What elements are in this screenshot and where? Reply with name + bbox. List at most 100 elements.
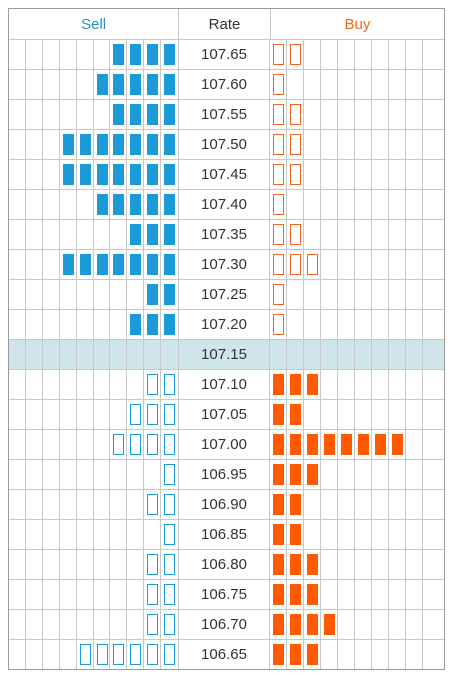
sell-cell (60, 430, 77, 459)
sell-cell (26, 640, 43, 669)
sell-volume-cells[interactable] (9, 129, 179, 159)
rate-row[interactable]: 106.65 (8, 639, 445, 670)
buy-volume-cells[interactable] (270, 459, 444, 489)
sell-volume-cells[interactable] (9, 159, 179, 189)
rate-row[interactable]: 106.75 (8, 579, 445, 609)
rate-row[interactable]: 106.70 (8, 609, 445, 639)
rate-row[interactable]: 107.60 (8, 69, 445, 99)
buy-cell (287, 520, 304, 549)
buy-volume-cells[interactable] (270, 69, 444, 99)
rate-row[interactable]: 107.20 (8, 309, 445, 339)
buy-volume-cells[interactable] (270, 249, 444, 279)
sell-volume-cells[interactable] (9, 69, 179, 99)
buy-volume-cells[interactable] (270, 549, 444, 579)
sell-volume-cells[interactable] (9, 309, 179, 339)
buy-cell (287, 220, 304, 249)
sell-volume-cells[interactable] (9, 519, 179, 549)
sell-volume-cells[interactable] (9, 99, 179, 129)
buy-volume-cells[interactable] (270, 99, 444, 129)
buy-volume-cells[interactable] (270, 339, 444, 369)
buy-cell (423, 280, 440, 309)
sell-cell (43, 460, 60, 489)
sell-cell (94, 430, 111, 459)
sell-volume-block (147, 194, 159, 215)
sell-cell (26, 220, 43, 249)
sell-volume-cells[interactable] (9, 489, 179, 519)
buy-volume-cells[interactable] (270, 579, 444, 609)
rate-row[interactable]: 107.35 (8, 219, 445, 249)
sell-volume-cells[interactable] (9, 549, 179, 579)
sell-cell (94, 520, 111, 549)
rate-row[interactable]: 106.80 (8, 549, 445, 579)
rate-row[interactable]: 107.00 (8, 429, 445, 459)
buy-volume-cells[interactable] (270, 39, 444, 69)
sell-volume-cells[interactable] (9, 249, 179, 279)
buy-volume-cells[interactable] (270, 369, 444, 399)
buy-volume-cells[interactable] (270, 159, 444, 189)
sell-volume-cells[interactable] (9, 219, 179, 249)
buy-volume-cells[interactable] (270, 309, 444, 339)
sell-volume-cells[interactable] (9, 279, 179, 309)
buy-cell (423, 370, 440, 399)
sell-volume-block (164, 494, 176, 515)
rate-row[interactable]: 106.90 (8, 489, 445, 519)
sell-volume-cells[interactable] (9, 399, 179, 429)
buy-volume-cells[interactable] (270, 129, 444, 159)
sell-cell (9, 370, 26, 399)
buy-volume-block (273, 74, 284, 95)
buy-cell (355, 70, 372, 99)
buy-volume-cells[interactable] (270, 399, 444, 429)
current-rate-row[interactable]: 107.15 (8, 339, 445, 369)
buy-volume-cells[interactable] (270, 279, 444, 309)
sell-volume-cells[interactable] (9, 339, 179, 369)
buy-volume-cells[interactable] (270, 609, 444, 639)
rate-row[interactable]: 107.10 (8, 369, 445, 399)
sell-volume-cells[interactable] (9, 639, 179, 669)
rate-value: 107.10 (179, 369, 270, 399)
order-book-rows: 107.65 107.60 107.55 107.50 107.45 107.40 107.… (8, 39, 445, 670)
buy-cell (372, 190, 389, 219)
buy-volume-cells[interactable] (270, 429, 444, 459)
rate-row[interactable]: 107.50 (8, 129, 445, 159)
sell-cell (161, 520, 178, 549)
buy-volume-cells[interactable] (270, 519, 444, 549)
buy-volume-cells[interactable] (270, 639, 444, 669)
sell-cell (60, 280, 77, 309)
buy-cell (389, 310, 406, 339)
rate-row[interactable]: 107.30 (8, 249, 445, 279)
sell-volume-cells[interactable] (9, 369, 179, 399)
rate-row[interactable]: 107.40 (8, 189, 445, 219)
rate-row[interactable]: 107.65 (8, 39, 445, 69)
sell-cell (9, 460, 26, 489)
buy-cell (423, 490, 440, 519)
buy-cell (338, 250, 355, 279)
rate-row[interactable]: 107.55 (8, 99, 445, 129)
sell-volume-cells[interactable] (9, 429, 179, 459)
rate-row[interactable]: 107.45 (8, 159, 445, 189)
sell-cell (127, 160, 145, 189)
sell-volume-cells[interactable] (9, 609, 179, 639)
rate-row[interactable]: 107.05 (8, 399, 445, 429)
sell-cell (77, 190, 94, 219)
buy-volume-cells[interactable] (270, 189, 444, 219)
rate-row[interactable]: 106.95 (8, 459, 445, 489)
buy-cell (406, 310, 423, 339)
buy-volume-cells[interactable] (270, 489, 444, 519)
buy-volume-cells[interactable] (270, 219, 444, 249)
rate-row[interactable]: 106.85 (8, 519, 445, 549)
buy-cell (372, 310, 389, 339)
sell-volume-cells[interactable] (9, 189, 179, 219)
sell-volume-cells[interactable] (9, 39, 179, 69)
sell-cell (161, 400, 178, 429)
sell-volume-cells[interactable] (9, 459, 179, 489)
rate-column-header: Rate (179, 9, 271, 39)
sell-cell (161, 550, 178, 579)
sell-cell (77, 580, 94, 609)
rate-row[interactable]: 107.25 (8, 279, 445, 309)
buy-cell (270, 130, 287, 159)
buy-cell (287, 490, 304, 519)
buy-cell (304, 580, 321, 609)
sell-volume-block (147, 584, 159, 605)
sell-volume-cells[interactable] (9, 579, 179, 609)
sell-cell (94, 250, 111, 279)
